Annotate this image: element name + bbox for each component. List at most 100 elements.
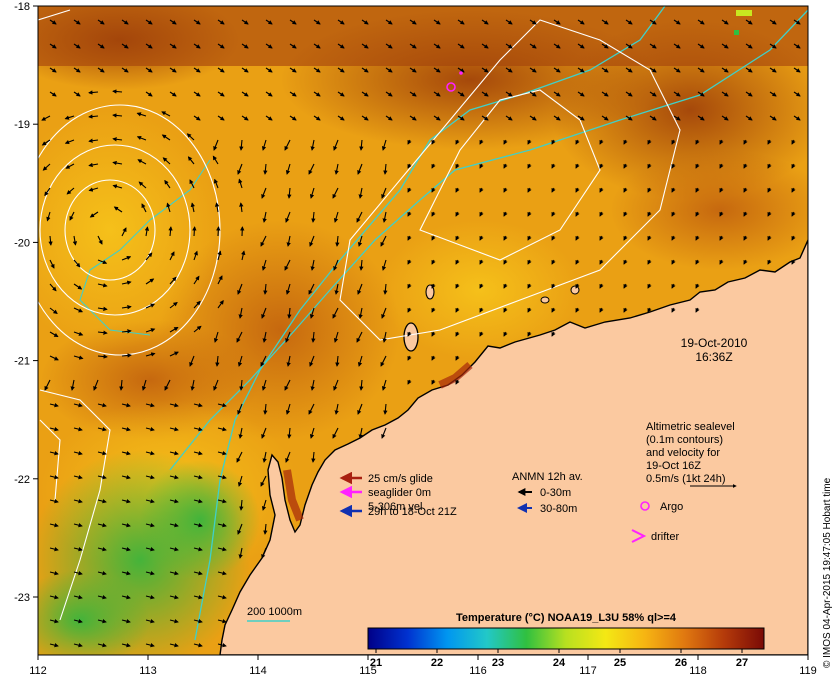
velocity-arrow: [217, 91, 225, 97]
velocity-arrow: [97, 619, 107, 624]
velocity-arrow: [743, 163, 748, 169]
velocity-arrow: [193, 275, 200, 285]
velocity-arrow: [217, 595, 227, 600]
velocity-arrow: [457, 19, 465, 25]
velocity-arrow: [623, 259, 628, 265]
velocity-arrow: [97, 259, 108, 265]
velocity-arrow: [217, 499, 227, 504]
velocity-arrow: [311, 331, 316, 343]
velocity-arrow: [112, 89, 123, 94]
colorbar: [367, 627, 765, 650]
velocity-arrow: [97, 403, 107, 408]
velocity-arrow: [217, 571, 227, 576]
velocity-arrow: [286, 235, 291, 247]
anmn-label-30-80m: 30-80m: [540, 503, 577, 515]
velocity-arrow: [431, 187, 436, 193]
velocity-arrow: [238, 307, 243, 319]
velocity-arrow: [241, 250, 246, 261]
velocity-arrow: [44, 187, 51, 197]
velocity-arrow: [457, 91, 465, 97]
velocity-arrow: [69, 211, 75, 221]
velocity-arrow: [356, 211, 363, 223]
velocity-arrow: [381, 379, 387, 391]
velocity-arrow: [72, 235, 78, 246]
velocity-arrow: [793, 91, 801, 97]
velocity-arrow: [671, 283, 676, 289]
anmn-title: ANMN 12h av.: [512, 471, 583, 483]
velocity-arrow: [601, 91, 609, 97]
velocity-arrow: [577, 67, 585, 73]
island: [540, 296, 550, 304]
argo-legend-icon: [640, 501, 650, 511]
velocity-arrow: [97, 643, 107, 648]
velocity-arrow: [121, 595, 131, 600]
velocity-arrow: [193, 619, 203, 624]
velocity-arrow: [169, 251, 175, 261]
data-spot: [736, 10, 752, 16]
velocity-arrow: [433, 43, 441, 49]
velocity-arrow: [190, 379, 195, 391]
x-tick-label: 119: [799, 665, 817, 677]
velocity-arrow: [503, 163, 508, 169]
island: [403, 322, 419, 352]
velocity-arrow: [97, 475, 107, 480]
velocity-arrow: [623, 211, 628, 217]
velocity-arrow: [145, 595, 155, 600]
velocity-arrow: [719, 235, 724, 241]
velocity-arrow: [599, 259, 604, 265]
velocity-arrow: [121, 451, 131, 456]
velocity-arrow: [265, 115, 273, 121]
velocity-arrow: [119, 379, 124, 391]
velocity-arrow: [192, 226, 197, 237]
velocity-arrow: [49, 67, 57, 73]
velocity-arrow: [769, 91, 777, 97]
velocity-arrow: [575, 187, 580, 193]
velocity-arrow: [623, 283, 628, 289]
velocity-arrow: [575, 139, 580, 145]
velocity-arrow: [481, 115, 489, 121]
velocity-arrow: [553, 67, 561, 73]
velocity-arrow: [289, 67, 297, 73]
velocity-arrow: [769, 43, 777, 49]
velocity-arrow: [575, 283, 580, 289]
velocity-arrow: [217, 475, 227, 480]
velocity-arrow: [289, 19, 297, 25]
velocity-arrow: [359, 259, 364, 271]
velocity-arrow: [335, 235, 340, 247]
velocity-arrow: [647, 211, 652, 217]
velocity-arrow: [193, 300, 201, 309]
velocity-arrow: [169, 276, 177, 285]
velocity-arrow: [337, 19, 345, 25]
colorbar-ticks: 21 22 23 24 25 26 27: [370, 649, 748, 669]
velocity-arrow: [49, 307, 58, 315]
velocity-arrow: [381, 427, 387, 439]
velocity-arrow: [385, 67, 393, 73]
velocity-arrow: [144, 226, 150, 237]
velocity-arrow: [649, 43, 657, 49]
velocity-arrow: [455, 379, 460, 385]
velocity-arrow: [145, 67, 153, 73]
velocity-arrow: [73, 67, 81, 73]
velocity-arrow: [361, 115, 369, 121]
velocity-arrow: [529, 19, 537, 25]
velocity-arrow: [73, 571, 83, 576]
velocity-arrow: [671, 211, 676, 217]
velocity-arrow: [383, 283, 388, 295]
velocity-arrow: [457, 67, 465, 73]
map-plot: [38, 6, 808, 655]
velocity-arrow: [49, 91, 57, 97]
velocity-arrow: [169, 351, 179, 357]
velocity-arrow: [49, 523, 59, 528]
y-tick-label: -20: [14, 237, 30, 249]
velocity-arrow: [793, 67, 801, 73]
velocity-arrow: [382, 331, 387, 343]
velocity-arrow: [121, 19, 129, 25]
velocity-arrow: [455, 163, 460, 169]
velocity-arrow: [479, 331, 484, 337]
velocity-arrow: [212, 155, 219, 165]
velocity-arrow: [113, 206, 123, 213]
velocity-arrow: [309, 355, 315, 367]
velocity-arrow: [381, 259, 387, 271]
velocity-arrow: [239, 202, 244, 213]
velocity-arrow: [695, 163, 700, 169]
